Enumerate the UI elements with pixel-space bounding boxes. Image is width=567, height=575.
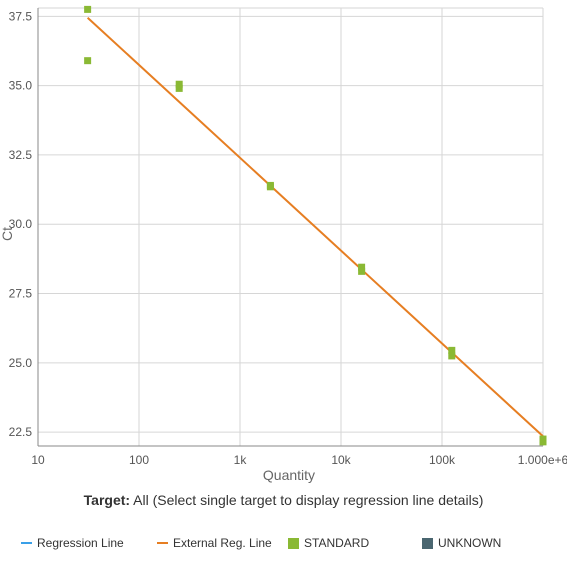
x-tick-label: 10k: [331, 453, 351, 467]
chart: 10 100 1k 10k 100k 1.000e+6 22.5 25.0 27.5 30.0 32…: [0, 5, 567, 483]
legend-item-standard[interactable]: STANDARD: [288, 536, 369, 550]
standard-point[interactable]: [358, 267, 366, 275]
standard-point[interactable]: [175, 80, 183, 88]
x-tick-label: 1k: [234, 453, 248, 467]
x-tick-label: 100: [129, 453, 149, 467]
y-tick-label: 25.0: [9, 356, 33, 370]
legend-item-external-reg-line[interactable]: External Reg. Line: [157, 536, 272, 550]
legend-swatch: [422, 537, 433, 549]
external-reg-line: [86, 16, 544, 438]
legend-swatch: [288, 537, 299, 549]
y-tick-label: 37.5: [9, 9, 33, 23]
legend-label: Regression Line: [37, 536, 124, 550]
legend-item-unknown[interactable]: UNKNOWN: [422, 536, 501, 550]
standard-point[interactable]: [84, 5, 92, 13]
data-points: [84, 5, 547, 446]
grid: [37, 7, 544, 446]
regression-lines: [86, 16, 544, 438]
standard-point[interactable]: [84, 57, 92, 65]
standard-point[interactable]: [266, 183, 274, 191]
x-tick-label: 100k: [429, 453, 456, 467]
legend: Regression Line External Reg. Line STANDAR…: [0, 536, 567, 556]
legend-swatch: [21, 542, 32, 544]
y-tick-label: 35.0: [9, 79, 33, 93]
legend-item-regression-line[interactable]: Regression Line: [21, 536, 124, 550]
x-tick-label: 1.000e+6: [518, 453, 567, 467]
y-axis-label: Ct: [0, 227, 15, 241]
axes: [37, 8, 543, 447]
legend-swatch: [157, 542, 168, 544]
y-tick-label: 32.5: [9, 148, 33, 162]
target-caption: Target: All (Select single target to dis…: [0, 492, 567, 508]
target-caption-text: All (Select single target to display reg…: [130, 492, 484, 508]
standard-point[interactable]: [448, 352, 456, 360]
y-tick-label: 22.5: [9, 425, 33, 439]
y-tick-label: 27.5: [9, 287, 33, 301]
target-caption-label: Target:: [83, 492, 131, 508]
legend-label: STANDARD: [304, 536, 370, 550]
standard-point[interactable]: [448, 346, 456, 354]
standard-point[interactable]: [175, 84, 183, 92]
legend-label: External Reg. Line: [173, 536, 272, 550]
x-tick-label: 10: [31, 453, 45, 467]
legend-label: UNKNOWN: [438, 536, 502, 550]
tick-labels: 10 100 1k 10k 100k 1.000e+6 22.5 25.0 27.5 30.0 32…: [9, 9, 567, 467]
standard-point[interactable]: [358, 263, 366, 271]
x-axis-label: Quantity: [263, 467, 315, 483]
standard-point[interactable]: [539, 438, 547, 446]
y-tick-label: 30.0: [9, 217, 33, 231]
